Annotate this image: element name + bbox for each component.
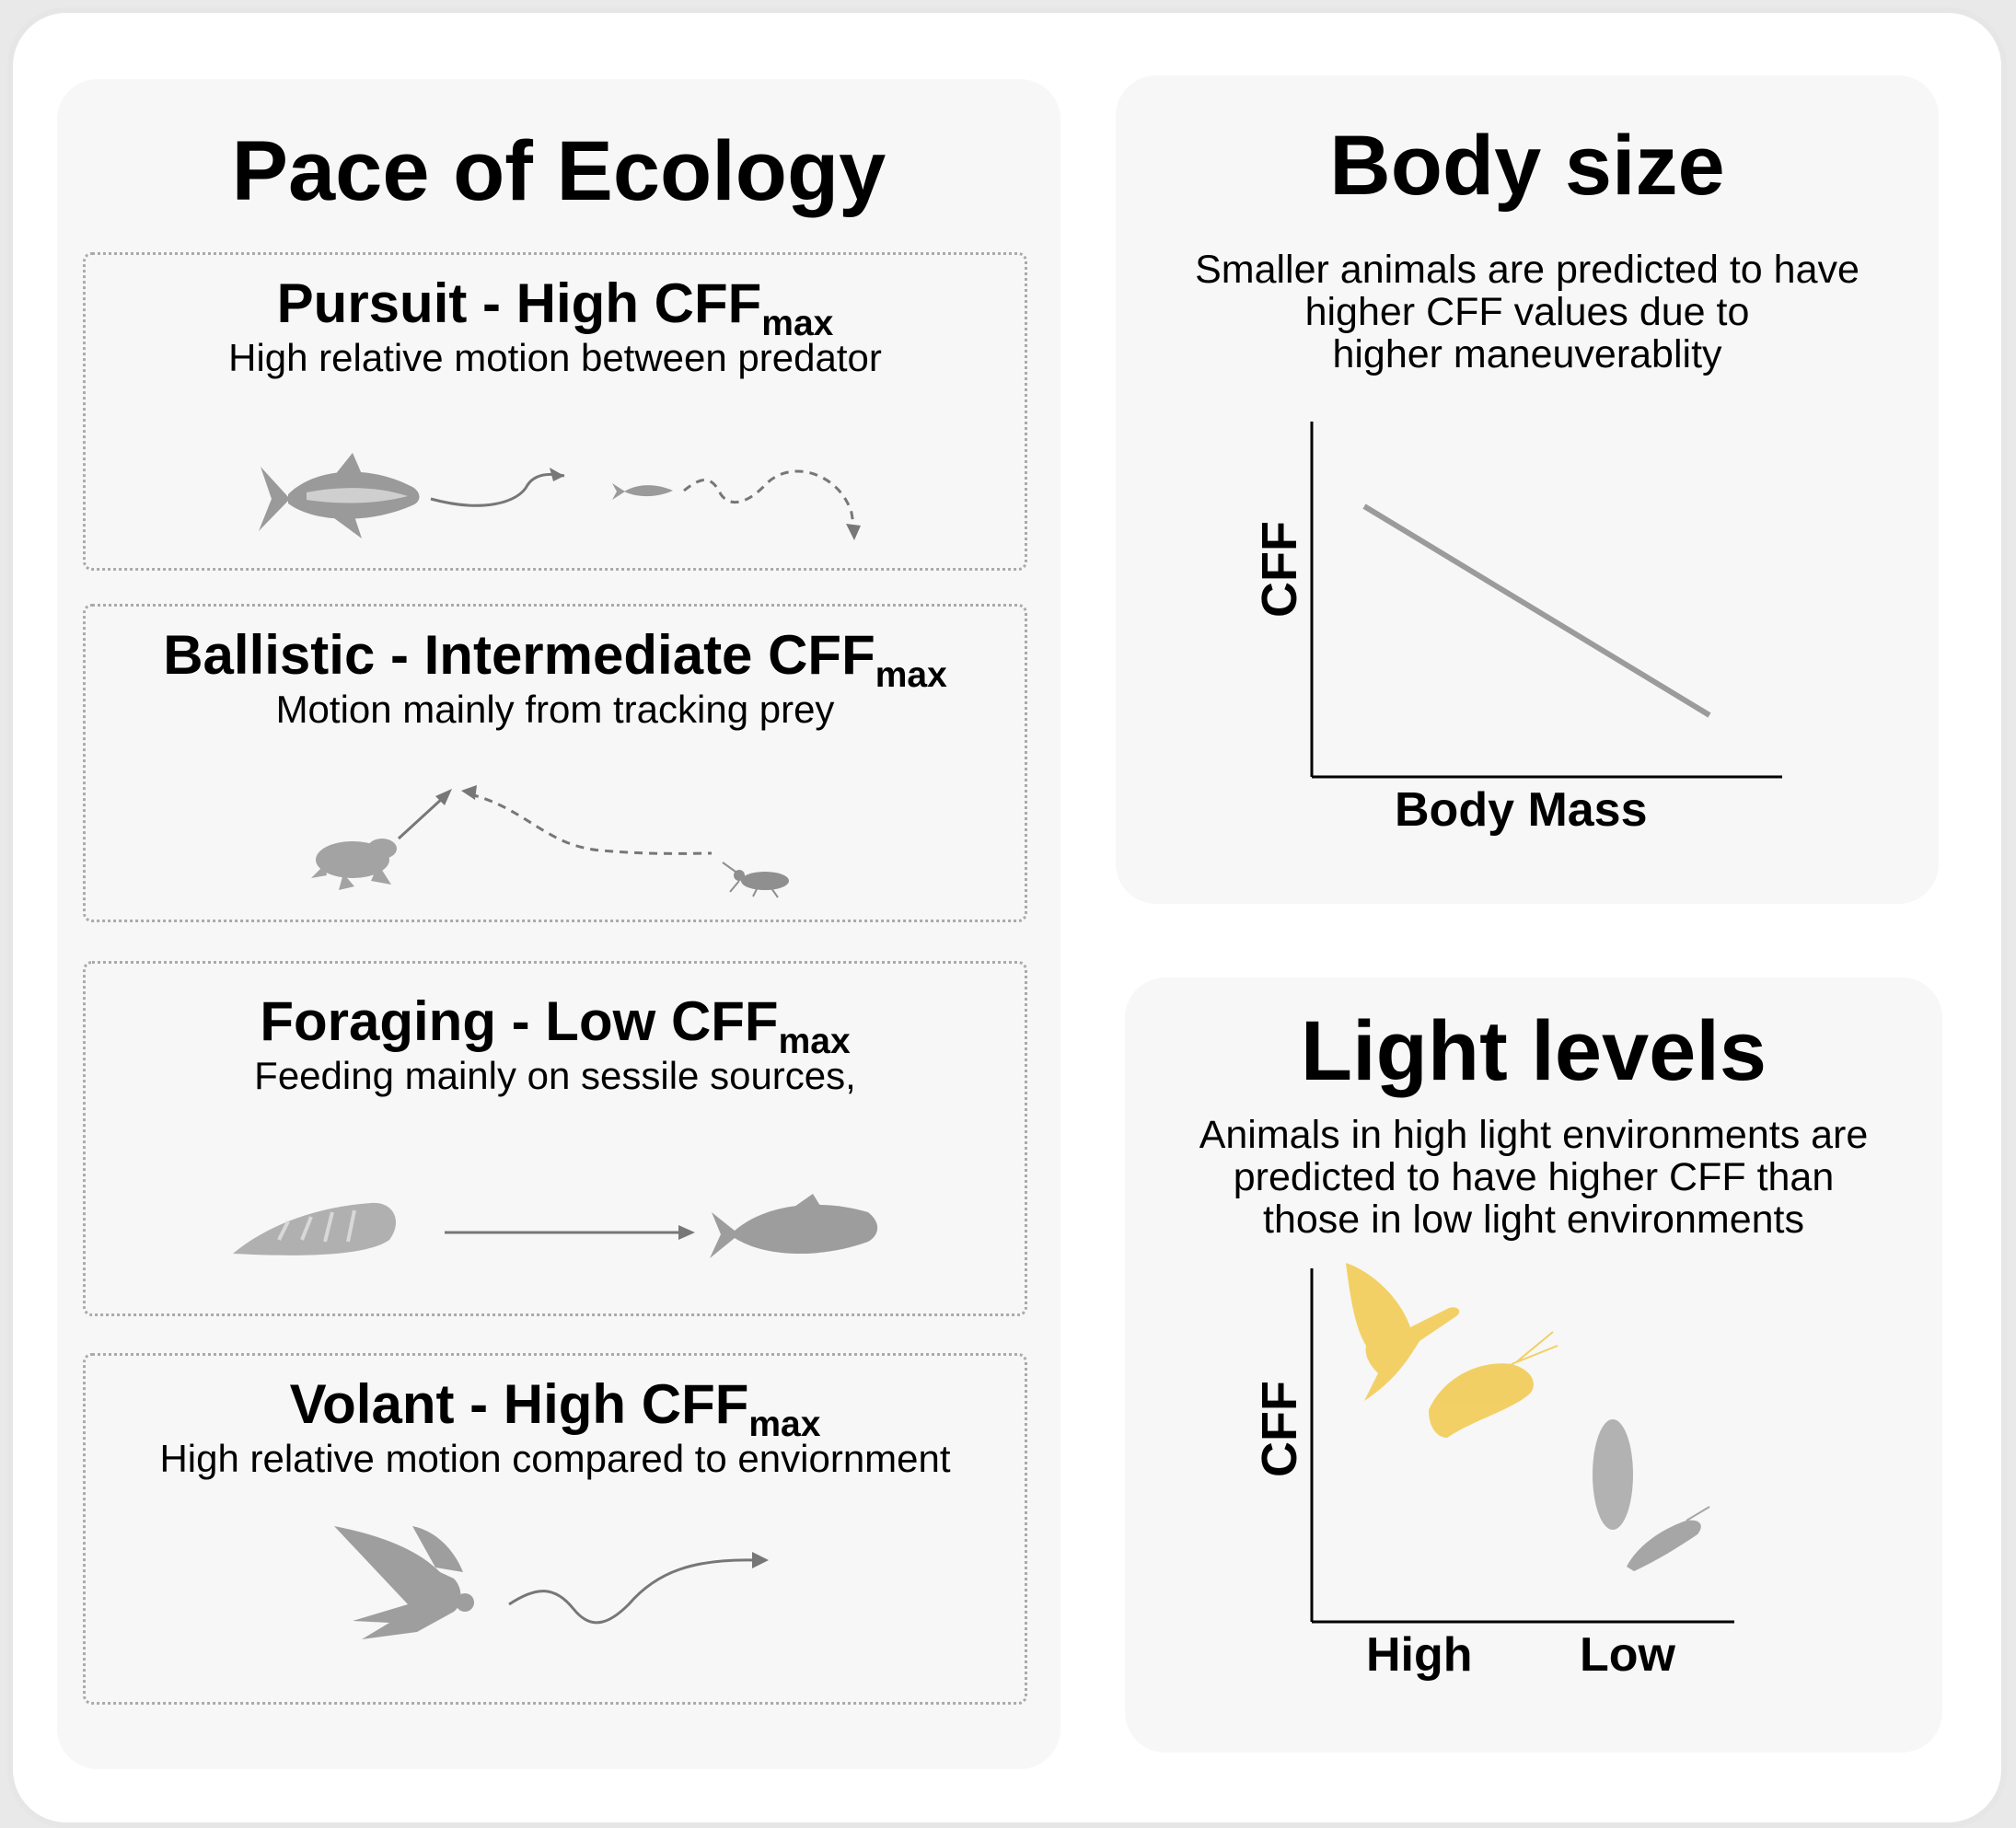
trend-line xyxy=(1362,503,1711,718)
light-levels-ylabel: CFF xyxy=(1252,1381,1307,1477)
foraging-card: Foraging - Low CFFmax Feeding mainly on … xyxy=(83,961,1027,1316)
foraging-title: Foraging - Low CFFmax xyxy=(260,990,851,1061)
bird-icon xyxy=(1346,1263,1460,1401)
pursuit-desc: High relative motion between predator xyxy=(228,336,882,379)
foraging-desc: Feeding mainly on sessile sources, xyxy=(254,1054,856,1097)
ballistic-desc: Motion mainly from tracking prey xyxy=(275,688,835,731)
owl-icon xyxy=(1593,1419,1633,1530)
volant-desc: High relative motion compared to enviorn… xyxy=(159,1437,951,1480)
ballistic-arrow-2 xyxy=(469,793,713,855)
ballistic-title: Ballistic - Intermediate CFFmax xyxy=(163,624,947,695)
ballistic-arrow-1 xyxy=(397,796,445,840)
pursuit-title: Pursuit - High CFFmax xyxy=(276,272,834,343)
isopod-icon xyxy=(233,1202,397,1255)
fish-icon xyxy=(710,1194,878,1258)
falcon-icon xyxy=(334,1526,474,1639)
body-size-ylabel: CFF xyxy=(1252,521,1307,618)
pace-title: Pace of Ecology xyxy=(231,124,886,218)
ballistic-illustration xyxy=(311,785,789,898)
pursuit-illustration xyxy=(259,453,861,540)
light-levels-title: Light levels xyxy=(1300,1004,1767,1098)
tuna-icon xyxy=(259,453,420,538)
x-label-low: Low xyxy=(1580,1628,1675,1682)
volant-arrow xyxy=(508,1558,759,1625)
ballistic-card: Ballistic - Intermediate CFFmax Motion m… xyxy=(83,604,1027,922)
small-fish-icon xyxy=(612,483,673,500)
light-levels-panel: Light levels Animals in high light envir… xyxy=(1125,978,1942,1753)
foraging-illustration xyxy=(233,1194,878,1258)
pace-of-ecology-panel: Pace of Ecology Pursuit - High CFFmax Hi… xyxy=(57,79,1060,1769)
body-size-xlabel: Body Mass xyxy=(1395,783,1648,837)
body-size-plot xyxy=(1310,422,1782,779)
pursuit-arrow-1 xyxy=(430,472,565,507)
body-size-title: Body size xyxy=(1329,119,1725,213)
light-levels-plot xyxy=(1310,1263,1734,1624)
volant-title: Volant - High CFFmax xyxy=(289,1373,821,1444)
shrimp-icon xyxy=(1429,1331,1558,1438)
pursuit-card: Pursuit - High CFFmax High relative moti… xyxy=(83,252,1027,571)
light-levels-desc: Animals in high light environments are p… xyxy=(1199,1113,1869,1242)
body-size-panel: Body size Smaller animals are predicted … xyxy=(1116,75,1939,904)
volant-illustration xyxy=(334,1526,769,1639)
gray-shrimp-icon xyxy=(1627,1506,1710,1571)
beetle-icon xyxy=(722,862,789,898)
pursuit-arrow-2 xyxy=(683,469,856,530)
toad-icon xyxy=(311,839,397,890)
body-size-desc: Smaller animals are predicted to have hi… xyxy=(1195,248,1860,376)
x-label-high: High xyxy=(1366,1628,1473,1682)
volant-card: Volant - High CFFmax High relative motio… xyxy=(83,1353,1027,1705)
